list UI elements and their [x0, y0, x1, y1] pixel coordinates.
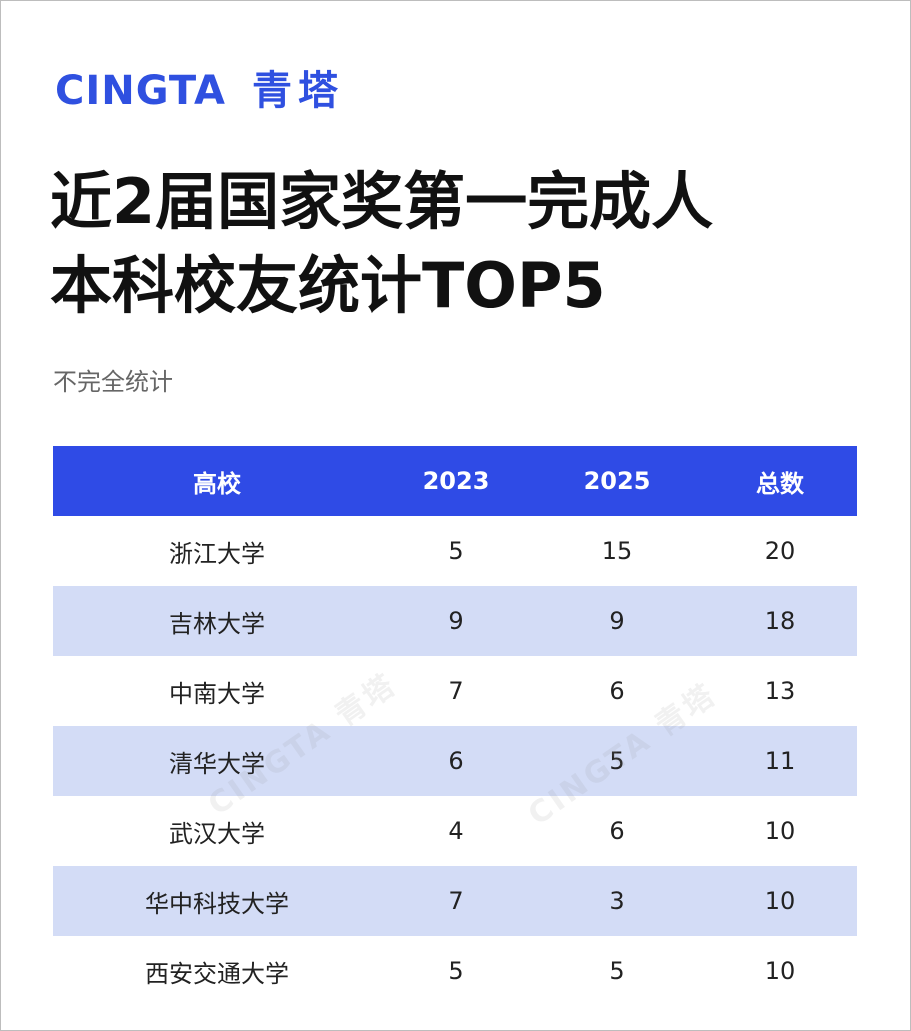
table-row: 清华大学 6 5 11 [53, 726, 857, 796]
table-cell: 中南大学 [169, 679, 265, 708]
table-row: 西安交通大学 5 5 10 [53, 936, 857, 1006]
column-header: 2025 [531, 446, 703, 516]
table-cell: 5 [531, 726, 703, 796]
table-cell: 7 [381, 866, 531, 936]
table-cell: 6 [609, 817, 625, 845]
table-cell: 15 [601, 537, 633, 565]
table-cell: 6 [609, 677, 625, 705]
table-cell: 3 [531, 866, 703, 936]
table-cell: 浙江大学 [169, 539, 265, 568]
table-cell: 9 [531, 586, 703, 656]
subtitle: 不完全统计 [53, 368, 173, 396]
title: 近2届国家奖第一完成人 本科校友统计TOP5 [50, 160, 713, 328]
table-cell: 5 [448, 537, 464, 565]
table-cell: 11 [703, 726, 857, 796]
table-cell: 9 [381, 586, 531, 656]
title-line: 近2届国家奖第一完成人 [50, 165, 714, 238]
logo-cn: 青塔 [251, 68, 344, 114]
column-header: 高校 [53, 446, 381, 516]
logo-en: CINGTA [55, 68, 226, 114]
title-line: 本科校友统计TOP5 [50, 249, 606, 322]
table-cell: 10 [764, 957, 796, 985]
table-cell: 5 [609, 957, 625, 985]
column-header: 总数 [703, 446, 857, 516]
table: 高校 2023 2025 总数 浙江大学 5 15 20 吉林大学 9 9 18 中南大学 7 6 13 清华… [53, 446, 857, 1006]
table-row: 浙江大学 5 15 20 [53, 516, 857, 586]
table-cell: 13 [764, 677, 796, 705]
table-cell: 10 [703, 866, 857, 936]
table-cell: 4 [448, 817, 464, 845]
table-cell: 20 [764, 537, 796, 565]
table-row: 武汉大学 4 6 10 [53, 796, 857, 866]
logo: CINGTA 青塔 [55, 58, 344, 116]
table-row: 华中科技大学 7 3 10 [53, 866, 857, 936]
table-cell: 10 [764, 817, 796, 845]
table-cell: 5 [448, 957, 464, 985]
table-row: 中南大学 7 6 13 [53, 656, 857, 726]
table-row: 吉林大学 9 9 18 [53, 586, 857, 656]
table-cell: 华中科技大学 [53, 866, 381, 936]
table-cell: 7 [448, 677, 464, 705]
table-cell: 吉林大学 [53, 586, 381, 656]
table-cell: 6 [381, 726, 531, 796]
column-header: 2023 [381, 446, 531, 516]
table-cell: 18 [703, 586, 857, 656]
table-cell: 武汉大学 [169, 819, 265, 848]
header-row: 高校 2023 2025 总数 [53, 446, 857, 516]
table-cell: 西安交通大学 [145, 959, 289, 988]
table-cell: 清华大学 [53, 726, 381, 796]
